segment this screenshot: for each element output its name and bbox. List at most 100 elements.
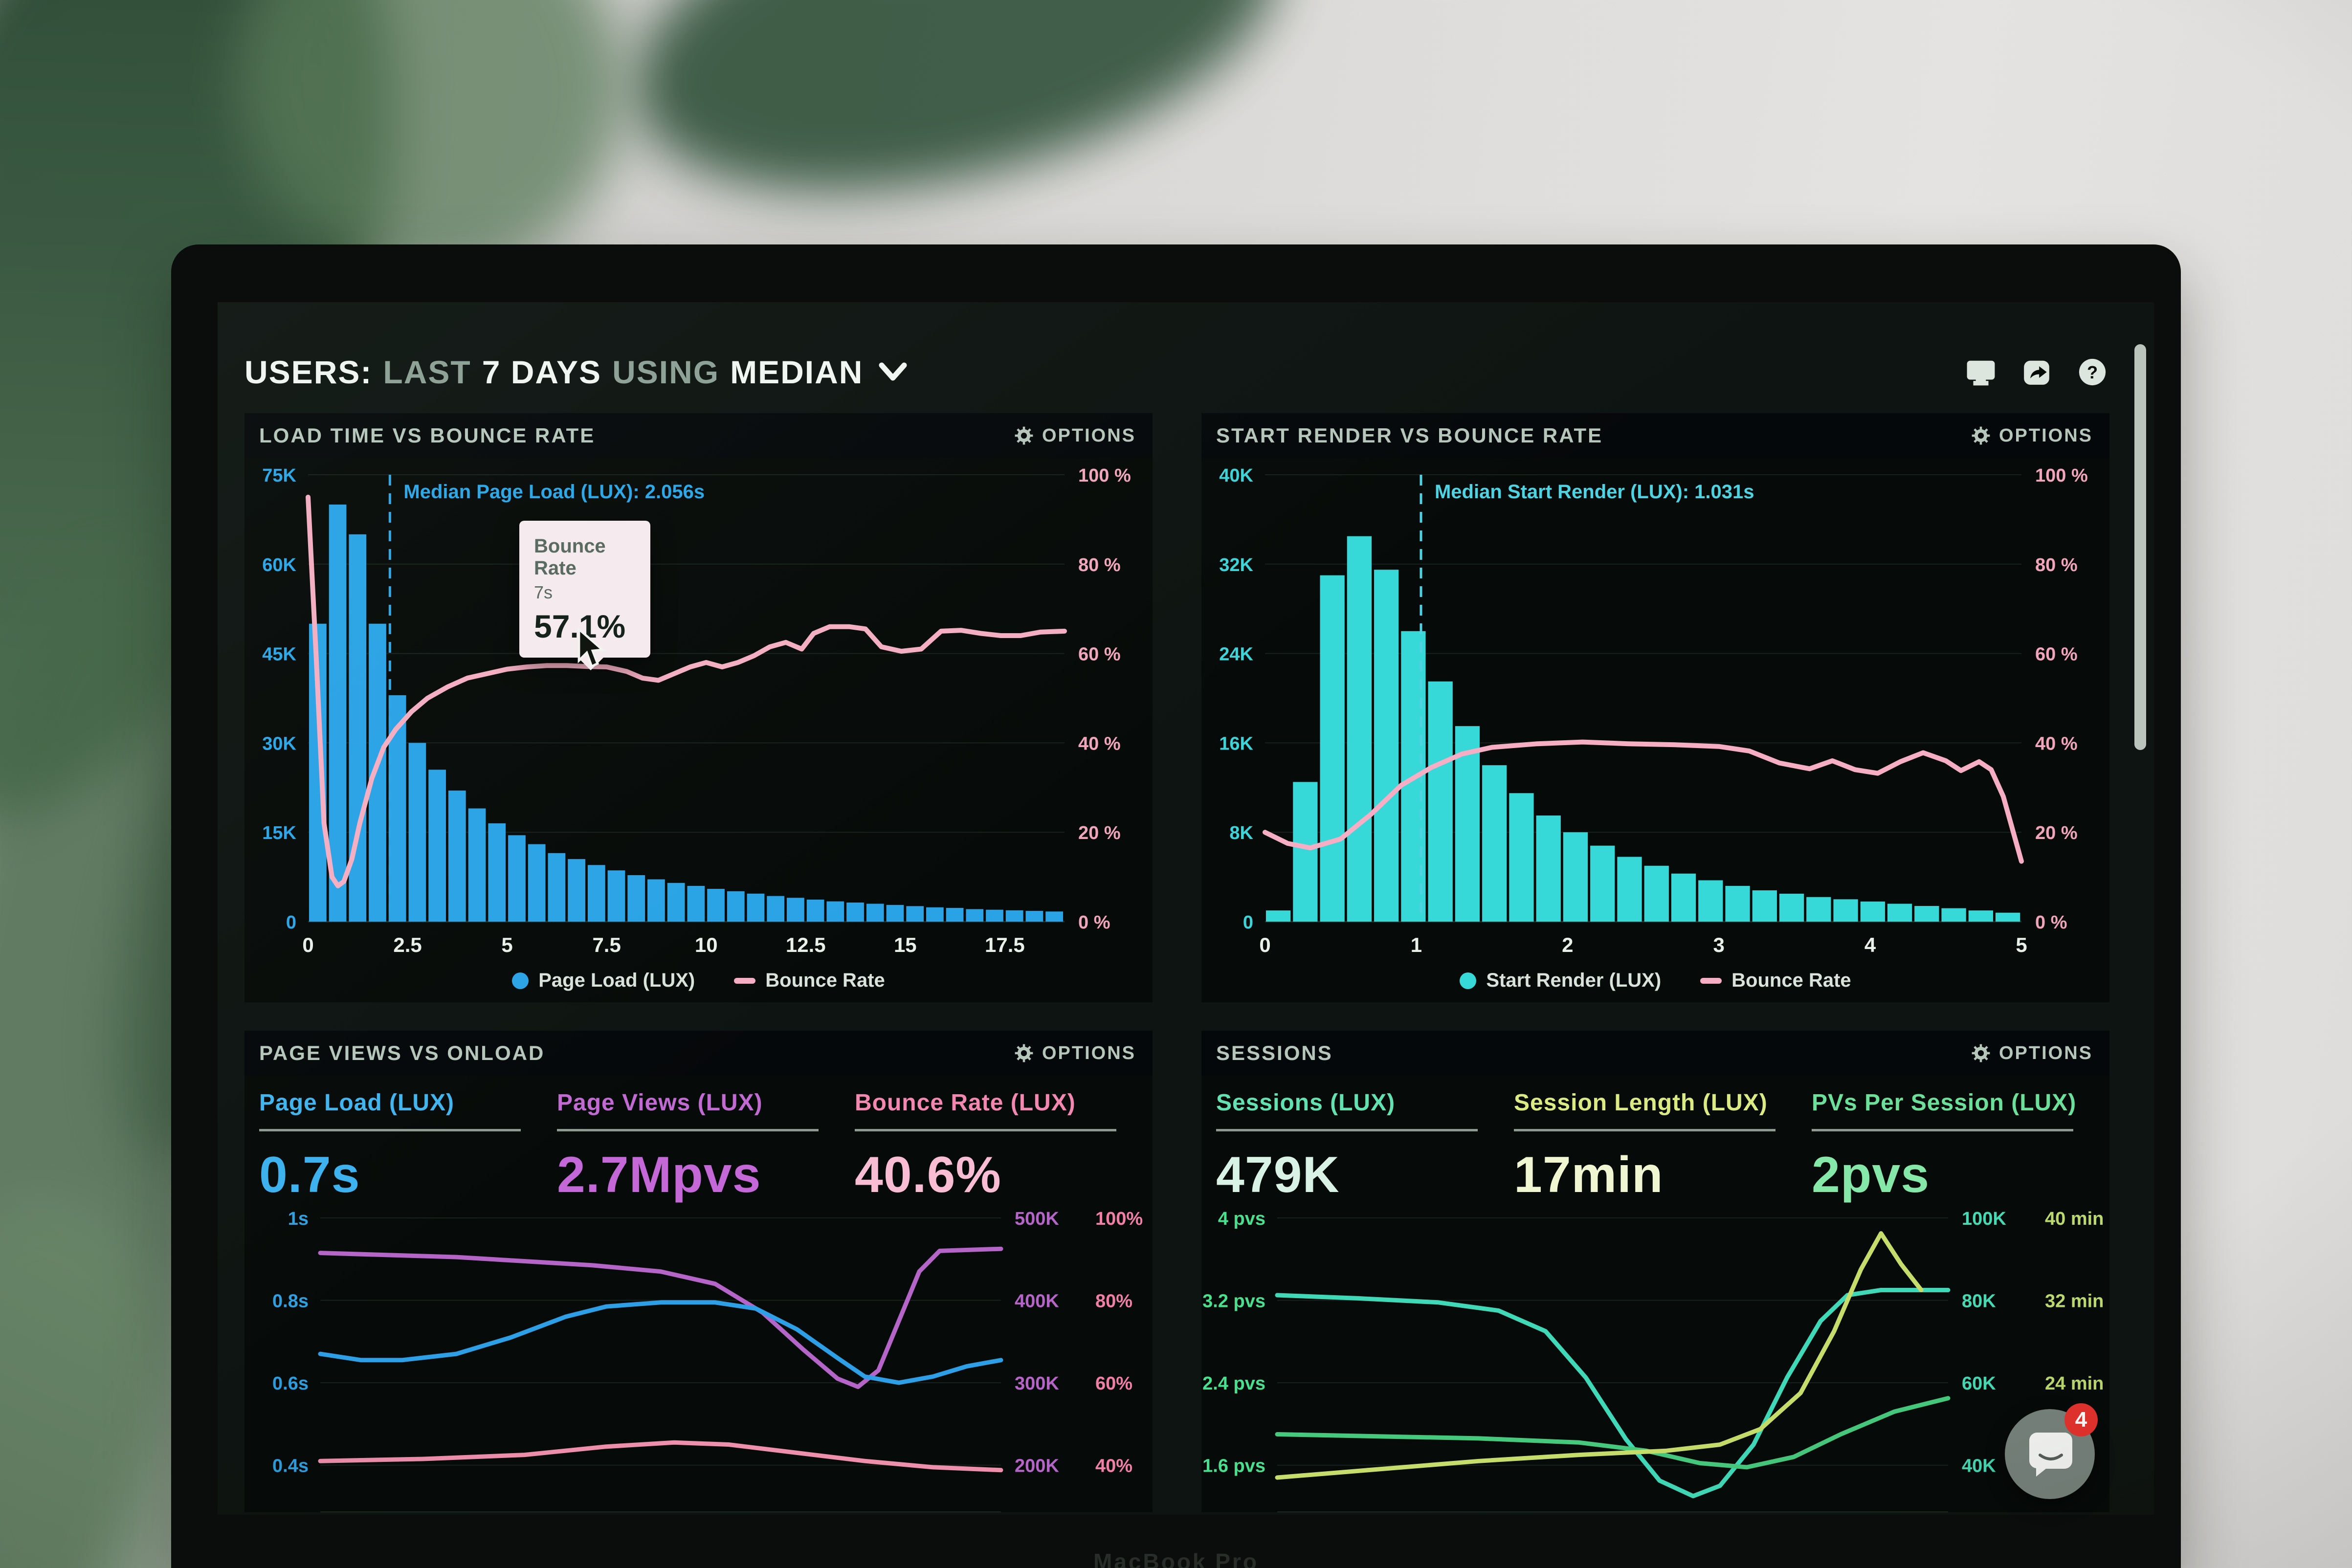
svg-text:32 min: 32 min	[2045, 1291, 2104, 1312]
stat-session-length: Session Length (LUX) 17min	[1514, 1089, 1792, 1204]
svg-text:5: 5	[2016, 933, 2027, 956]
legend-dash-swatch	[1700, 977, 1722, 984]
chart-load-time[interactable]: Median Page Load (LUX): 2.056s 75K 60K 45K 3…	[244, 458, 1153, 967]
panel-title: SESSIONS	[1216, 1041, 1333, 1064]
svg-text:80 %: 80 %	[1078, 555, 1121, 575]
svg-text:200K: 200K	[1015, 1456, 1059, 1477]
legend-label: Start Render (LUX)	[1486, 970, 1662, 991]
panel-grid: LOAD TIME VS BOUNCE RATE OPTIONS Median …	[218, 407, 2154, 1512]
panel-title: LOAD TIME VS BOUNCE RATE	[259, 424, 596, 447]
stat-label: Sessions (LUX)	[1216, 1090, 1396, 1116]
svg-text:2.5: 2.5	[393, 933, 422, 956]
stat-value: 40.6%	[855, 1147, 1001, 1203]
start-render-chart[interactable]: Median Start Render (LUX): 1.031s 40K 32K 2…	[1201, 458, 2109, 967]
options-label: OPTIONS	[1998, 425, 2093, 446]
notification-badge: 4	[2064, 1403, 2098, 1436]
stat-value: 0.7s	[259, 1147, 360, 1203]
panel-title: START RENDER VS BOUNCE RATE	[1216, 424, 1603, 447]
legend-item-page-load[interactable]: Page Load (LUX)	[512, 970, 695, 992]
users-filter-dropdown[interactable]: USERS: LAST 7 DAYS USING MEDIAN	[244, 353, 907, 391]
options-button[interactable]: OPTIONS	[1971, 1043, 2093, 1064]
svg-text:32K: 32K	[1219, 555, 1253, 575]
share-icon[interactable]	[2021, 357, 2052, 387]
sessions-chart[interactable]: 4 pvs 3.2 pvs 2.4 pvs 1.6 pvs 100K 40 min 80K 3…	[1201, 1209, 2109, 1512]
svg-text:0 %: 0 %	[2035, 912, 2067, 933]
tooltip-series: Bounce Rate	[534, 535, 606, 579]
stat-page-load: Page Load (LUX) 0.7s	[259, 1089, 537, 1204]
svg-text:0: 0	[286, 912, 296, 933]
svg-text:100K: 100K	[1962, 1209, 2006, 1229]
title-segment: USERS:	[244, 353, 373, 390]
panel-start-render-vs-bounce-rate: START RENDER VS BOUNCE RATE OPTIONS Medi…	[1201, 413, 2109, 1002]
legend-label: Bounce Rate	[765, 970, 885, 991]
panel-page-views-vs-onload: PAGE VIEWS VS ONLOAD OPTIONS Page Load (…	[244, 1031, 1153, 1512]
panel-sessions: SESSIONS OPTIONS Sessions (LUX) 479K Ses…	[1201, 1031, 2109, 1512]
svg-text:100 %: 100 %	[2035, 465, 2088, 486]
svg-text:3.2 pvs: 3.2 pvs	[1202, 1291, 1265, 1312]
svg-text:0.8s: 0.8s	[272, 1291, 309, 1312]
svg-text:2.4 pvs: 2.4 pvs	[1202, 1373, 1265, 1394]
gear-icon	[1972, 426, 1990, 445]
svg-text:1: 1	[1411, 933, 1422, 956]
options-button[interactable]: OPTIONS	[1014, 1043, 1136, 1064]
svg-text:4: 4	[1864, 933, 1876, 956]
svg-text:400K: 400K	[1015, 1291, 1059, 1312]
stat-divider	[259, 1129, 521, 1131]
gear-icon	[1015, 426, 1033, 445]
chat-bubble-icon	[2029, 1433, 2072, 1477]
chart-page-views-onload[interactable]: 1s 0.8s 0.6s 0.4s 500K 100% 400K 80% 300K 60% 200K…	[244, 1209, 1153, 1512]
stat-label: Bounce Rate (LUX)	[855, 1090, 1076, 1116]
chart-start-render[interactable]: Median Start Render (LUX): 1.031s 40K 32K 2…	[1201, 458, 2109, 967]
load-time-chart[interactable]: Median Page Load (LUX): 2.056s 75K 60K 45K 3…	[244, 458, 1153, 967]
legend-item-bounce-rate[interactable]: Bounce Rate	[1700, 970, 1851, 992]
svg-text:100%: 100%	[1095, 1209, 1143, 1229]
chart-sessions[interactable]: 4 pvs 3.2 pvs 2.4 pvs 1.6 pvs 100K 40 min 80K 3…	[1201, 1209, 2109, 1512]
gear-icon	[1972, 1044, 1990, 1062]
legend-label: Page Load (LUX)	[538, 970, 695, 991]
panel-title: PAGE VIEWS VS ONLOAD	[259, 1041, 545, 1064]
svg-text:Median Start Render (LUX): 1.0: Median Start Render (LUX): 1.031s	[1435, 481, 1754, 503]
svg-text:80%: 80%	[1095, 1291, 1132, 1312]
svg-text:1s: 1s	[288, 1209, 309, 1229]
options-label: OPTIONS	[1042, 1042, 1136, 1063]
options-button[interactable]: OPTIONS	[1971, 425, 2093, 446]
stat-value: 2pvs	[1812, 1147, 1930, 1203]
svg-text:16K: 16K	[1219, 733, 1253, 754]
svg-text:7.5: 7.5	[592, 933, 621, 956]
panel-header: PAGE VIEWS VS ONLOAD OPTIONS	[244, 1031, 1153, 1076]
panel-header: START RENDER VS BOUNCE RATE OPTIONS	[1201, 413, 2109, 458]
legend-dot-swatch	[1460, 972, 1477, 989]
stat-divider	[1514, 1129, 1775, 1131]
dashboard-header: USERS: LAST 7 DAYS USING MEDIAN ?	[218, 302, 2154, 407]
svg-text:300K: 300K	[1015, 1373, 1059, 1394]
stat-bounce-rate: Bounce Rate (LUX) 40.6%	[855, 1089, 1133, 1204]
svg-text:40K: 40K	[1219, 465, 1253, 486]
legend-item-start-render[interactable]: Start Render (LUX)	[1460, 970, 1661, 992]
svg-text:40K: 40K	[1962, 1456, 1996, 1477]
stats-row: Sessions (LUX) 479K Session Length (LUX)…	[1201, 1076, 2109, 1209]
display-icon[interactable]	[1966, 357, 1996, 387]
stat-value: 2.7Mpvs	[557, 1147, 761, 1203]
title-segment: MEDIAN	[730, 353, 864, 390]
stats-row: Page Load (LUX) 0.7s Page Views (LUX) 2.…	[244, 1076, 1153, 1209]
page-views-onload-chart[interactable]: 1s 0.8s 0.6s 0.4s 500K 100% 400K 80% 300K 60% 200K…	[244, 1209, 1153, 1512]
svg-text:24K: 24K	[1219, 644, 1253, 665]
stat-divider	[1216, 1129, 1478, 1131]
gear-icon	[1015, 1044, 1033, 1062]
svg-text:4 pvs: 4 pvs	[1218, 1209, 1265, 1229]
legend-item-bounce-rate[interactable]: Bounce Rate	[734, 970, 885, 992]
svg-text:0: 0	[1259, 933, 1270, 956]
legend-dash-swatch	[734, 977, 756, 984]
options-button[interactable]: OPTIONS	[1014, 425, 1136, 446]
stat-label: PVs Per Session (LUX)	[1812, 1090, 2077, 1116]
svg-text:0.6s: 0.6s	[272, 1373, 309, 1394]
svg-text:15: 15	[894, 933, 917, 956]
help-icon[interactable]: ?	[2077, 357, 2108, 387]
panel-header: SESSIONS OPTIONS	[1201, 1031, 2109, 1076]
chart-legend: Start Render (LUX) Bounce Rate	[1201, 967, 2109, 1002]
svg-text:10: 10	[695, 933, 718, 956]
title-segment: USING	[612, 353, 720, 390]
chat-launcher[interactable]: 4	[2005, 1403, 2098, 1499]
scrollbar-thumb[interactable]	[2134, 344, 2146, 750]
svg-text:0 %: 0 %	[1078, 912, 1110, 933]
